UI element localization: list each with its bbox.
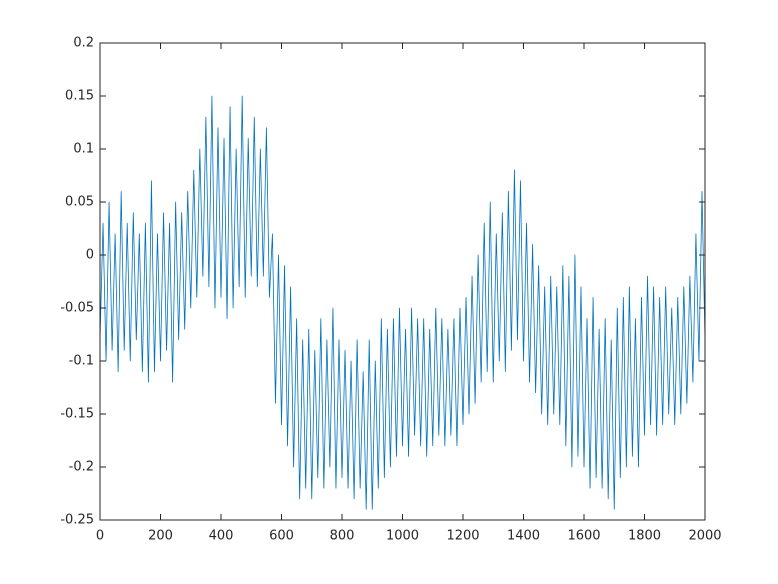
y-tick-label: 0 — [86, 248, 94, 263]
x-tick-label: 400 — [209, 529, 234, 544]
x-tick-label: 800 — [330, 529, 355, 544]
x-tick-label: 1600 — [567, 529, 600, 544]
x-tick-label: 1400 — [507, 529, 540, 544]
x-tick-label: 0 — [96, 529, 104, 544]
data-line — [99, 95, 706, 510]
y-tick-label: 0.2 — [73, 36, 94, 51]
x-tick-label: 1800 — [628, 529, 661, 544]
x-tick-label: 1000 — [386, 529, 419, 544]
x-tick-label: 2000 — [688, 529, 721, 544]
y-tick-label: 0.15 — [65, 89, 94, 104]
y-tick-label: 0.1 — [73, 142, 94, 157]
y-tick-label: -0.25 — [60, 513, 94, 528]
x-tick-label: 1200 — [446, 529, 479, 544]
y-tick-label: 0.05 — [65, 195, 94, 210]
x-tick-label: 200 — [148, 529, 173, 544]
y-tick-label: -0.2 — [69, 460, 94, 475]
y-tick-label: -0.05 — [60, 301, 94, 316]
x-tick-label: 600 — [269, 529, 294, 544]
y-tick-label: -0.15 — [60, 407, 94, 422]
y-tick-label: -0.1 — [69, 354, 94, 369]
